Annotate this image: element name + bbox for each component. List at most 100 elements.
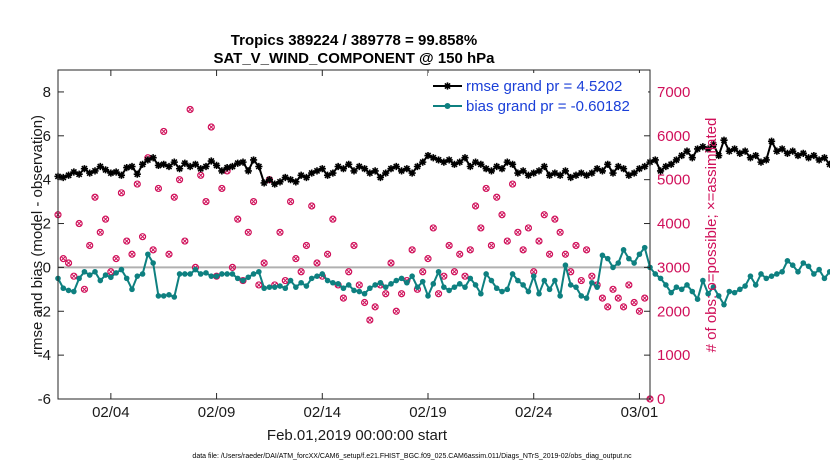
bias-point bbox=[488, 277, 495, 284]
obs-possible-point bbox=[186, 105, 194, 114]
obs-possible-point bbox=[165, 250, 173, 258]
bias-point bbox=[419, 278, 426, 285]
bias-point bbox=[493, 285, 500, 292]
rmse-point bbox=[382, 169, 390, 177]
obs-assimilated-point bbox=[567, 269, 574, 275]
bias-point bbox=[430, 281, 437, 287]
rmse-point bbox=[350, 167, 358, 175]
rmse-point bbox=[292, 178, 300, 186]
obs-assimilated-point bbox=[451, 269, 458, 275]
legend-box bbox=[428, 73, 648, 119]
bias-point bbox=[536, 290, 542, 297]
bias-point bbox=[599, 252, 606, 259]
obs-possible-point bbox=[561, 250, 570, 258]
rmse-point bbox=[466, 162, 474, 171]
bias-point bbox=[546, 286, 553, 293]
obs-assimilated-point bbox=[456, 251, 463, 257]
y-right-tick-label: 1000 bbox=[657, 347, 690, 364]
obs-assimilated-point bbox=[166, 251, 172, 257]
rmse-point bbox=[249, 156, 258, 164]
rmse-point bbox=[699, 143, 707, 151]
rmse-point bbox=[551, 169, 559, 177]
bias-point bbox=[240, 277, 246, 284]
obs-assimilated-point bbox=[525, 225, 532, 231]
bias-point bbox=[731, 289, 738, 296]
obs-assimilated-point bbox=[509, 181, 516, 187]
bias-point bbox=[451, 284, 458, 290]
obs-assimilated-point bbox=[97, 229, 104, 236]
bias-point bbox=[245, 274, 252, 281]
obs-possible-point bbox=[466, 246, 474, 254]
rmse-point bbox=[181, 159, 189, 167]
obs-possible-point bbox=[323, 250, 332, 258]
rmse-point bbox=[783, 149, 792, 157]
obs-assimilated-point bbox=[419, 269, 426, 275]
obs-possible-point bbox=[366, 316, 374, 324]
y-axis-label-left: rmse and bias (model - observation) bbox=[29, 115, 46, 355]
bias-point bbox=[277, 283, 283, 289]
bias-point bbox=[678, 286, 685, 293]
legend-bias-label: bias grand pr = -0.60182 bbox=[466, 98, 630, 115]
y-left-tick-label: 6 bbox=[43, 128, 51, 145]
bias-point bbox=[102, 272, 109, 278]
bias-point bbox=[700, 277, 706, 284]
bias-point bbox=[641, 244, 648, 251]
x-tick-label: 02/24 bbox=[515, 404, 553, 421]
obs-possible-point bbox=[96, 228, 104, 236]
obs-possible-point bbox=[397, 290, 406, 298]
obs-assimilated-point bbox=[108, 269, 114, 275]
obs-assimilated-point bbox=[446, 242, 452, 249]
obs-possible-point bbox=[181, 237, 189, 245]
bias-point bbox=[562, 262, 569, 269]
bias-point bbox=[192, 266, 199, 273]
bias-point bbox=[393, 277, 400, 284]
obs-assimilated-point bbox=[256, 282, 262, 288]
rmse-point bbox=[693, 145, 702, 153]
rmse-point bbox=[762, 156, 770, 164]
obs-assimilated-point bbox=[155, 185, 162, 192]
rmse-point bbox=[514, 169, 522, 177]
bias-point bbox=[663, 282, 669, 288]
obs-possible-point bbox=[339, 294, 348, 302]
rmse-point bbox=[556, 171, 564, 179]
rmse-point bbox=[487, 167, 496, 175]
obs-possible-point bbox=[255, 281, 263, 289]
obs-possible-point bbox=[138, 233, 147, 241]
bias-point bbox=[155, 293, 162, 299]
rmse-point bbox=[757, 158, 765, 166]
y-right-tick-label: 7000 bbox=[657, 84, 690, 101]
obs-possible-point bbox=[577, 276, 585, 285]
rmse-point bbox=[186, 162, 194, 171]
obs-possible-point bbox=[234, 215, 242, 223]
bias-point bbox=[504, 286, 511, 293]
obs-possible-point bbox=[218, 184, 226, 193]
obs-assimilated-point bbox=[81, 286, 88, 293]
obs-assimilated-point bbox=[530, 269, 537, 275]
bias-point bbox=[219, 271, 225, 277]
rmse-point bbox=[308, 169, 316, 177]
bias-point bbox=[758, 271, 764, 277]
bias-point bbox=[441, 284, 447, 290]
obs-possible-point bbox=[313, 259, 321, 267]
rmse-point bbox=[672, 156, 681, 164]
obs-possible-point bbox=[503, 237, 511, 245]
obs-possible-point bbox=[524, 224, 533, 232]
rmse-point bbox=[138, 160, 147, 168]
rmse-point bbox=[588, 169, 596, 177]
rmse-point bbox=[170, 158, 178, 166]
rmse-point bbox=[815, 156, 823, 164]
bias-point bbox=[97, 277, 104, 284]
y-left-tick-label: 8 bbox=[43, 84, 51, 101]
obs-assimilated-point bbox=[536, 238, 542, 244]
bias-point bbox=[86, 272, 93, 278]
obs-possible-point bbox=[630, 298, 638, 307]
bias-point bbox=[520, 282, 526, 288]
bias-point bbox=[160, 293, 167, 299]
bias-point bbox=[705, 290, 711, 297]
bias-point bbox=[398, 275, 405, 282]
obs-possible-point bbox=[419, 268, 427, 276]
bias-point bbox=[266, 284, 273, 290]
obs-assimilated-point bbox=[604, 304, 611, 310]
obs-possible-point bbox=[244, 228, 252, 236]
